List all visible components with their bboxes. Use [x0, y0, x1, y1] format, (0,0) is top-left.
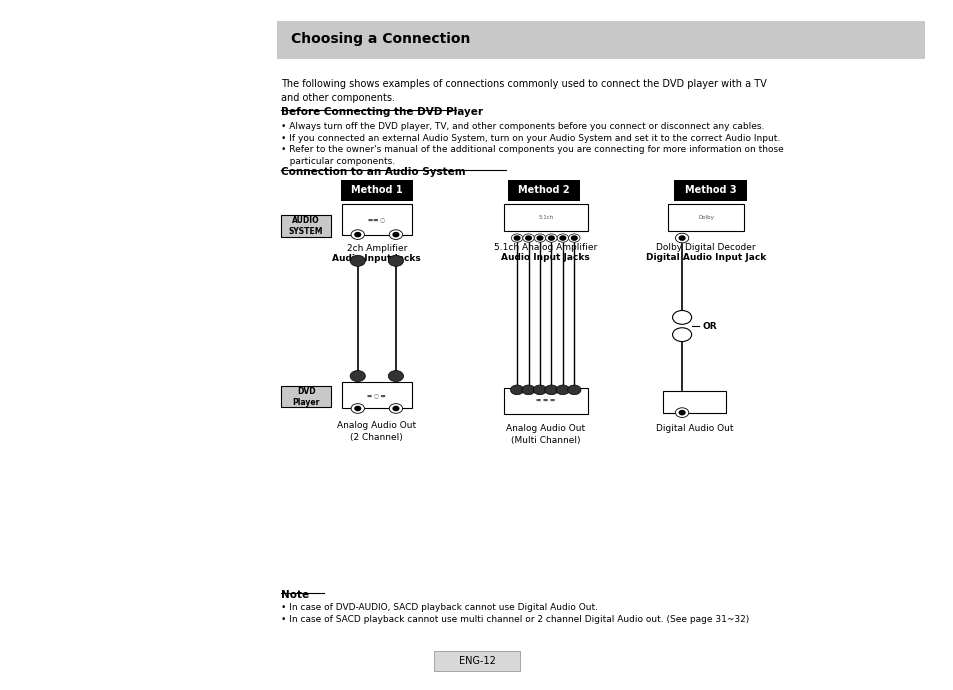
- Text: • In case of SACD playback cannot use multi channel or 2 channel Digital Audio o: • In case of SACD playback cannot use mu…: [281, 615, 749, 624]
- Circle shape: [534, 234, 545, 242]
- FancyBboxPatch shape: [503, 204, 587, 231]
- Circle shape: [525, 236, 531, 240]
- Text: Analog Audio Out
(2 Channel): Analog Audio Out (2 Channel): [337, 421, 416, 442]
- Circle shape: [571, 236, 577, 240]
- Circle shape: [393, 233, 398, 237]
- Circle shape: [511, 234, 522, 242]
- Circle shape: [567, 385, 580, 395]
- Text: Analog Audio Out
(Multi Channel): Analog Audio Out (Multi Channel): [506, 424, 584, 445]
- Circle shape: [537, 236, 542, 240]
- Text: Choosing a Connection: Choosing a Connection: [291, 32, 470, 46]
- Text: Audio Input Jacks: Audio Input Jacks: [500, 253, 590, 262]
- Circle shape: [521, 385, 535, 395]
- Circle shape: [393, 406, 398, 411]
- Text: ▬ ○ ▬: ▬ ○ ▬: [367, 393, 386, 398]
- Circle shape: [351, 230, 364, 239]
- Text: ▬ ▬ ▬: ▬ ▬ ▬: [536, 398, 555, 404]
- Circle shape: [522, 234, 534, 242]
- Circle shape: [672, 310, 691, 324]
- Circle shape: [568, 234, 579, 242]
- Circle shape: [548, 236, 554, 240]
- FancyBboxPatch shape: [507, 180, 579, 201]
- Text: 5.1ch Analog Amplifier: 5.1ch Analog Amplifier: [494, 243, 597, 252]
- Text: Note: Note: [281, 590, 309, 600]
- FancyBboxPatch shape: [503, 388, 587, 414]
- FancyBboxPatch shape: [341, 382, 412, 408]
- Circle shape: [355, 233, 360, 237]
- Circle shape: [556, 385, 569, 395]
- Circle shape: [389, 404, 402, 413]
- FancyBboxPatch shape: [281, 386, 331, 407]
- Text: • If you connected an external Audio System, turn on your Audio System and set i: • If you connected an external Audio Sys…: [281, 134, 780, 143]
- Text: Audio Input Jacks: Audio Input Jacks: [332, 254, 421, 263]
- Text: • In case of DVD-AUDIO, SACD playback cannot use Digital Audio Out.: • In case of DVD-AUDIO, SACD playback ca…: [281, 603, 598, 612]
- Text: Before Connecting the DVD Player: Before Connecting the DVD Player: [281, 107, 483, 117]
- FancyBboxPatch shape: [434, 651, 519, 671]
- Circle shape: [388, 371, 403, 382]
- Text: OR: OR: [701, 322, 716, 331]
- Circle shape: [672, 328, 691, 342]
- Circle shape: [350, 255, 365, 266]
- Circle shape: [675, 408, 688, 417]
- Text: Connection to an Audio System: Connection to an Audio System: [281, 167, 466, 177]
- Text: ▬▬ ○: ▬▬ ○: [368, 217, 385, 222]
- Circle shape: [679, 236, 684, 240]
- Text: 2ch Amplifier: 2ch Amplifier: [346, 244, 407, 253]
- Text: 5.1ch: 5.1ch: [537, 215, 553, 220]
- FancyBboxPatch shape: [276, 21, 924, 59]
- FancyBboxPatch shape: [341, 204, 412, 235]
- Circle shape: [351, 404, 364, 413]
- Text: Digital Audio Input Jack: Digital Audio Input Jack: [645, 253, 765, 262]
- Text: Method 3: Method 3: [684, 186, 736, 195]
- FancyBboxPatch shape: [662, 391, 725, 413]
- Text: AUDIO
SYSTEM: AUDIO SYSTEM: [289, 216, 323, 237]
- Circle shape: [675, 233, 688, 243]
- FancyBboxPatch shape: [281, 215, 331, 237]
- Circle shape: [533, 385, 546, 395]
- Text: ENG-12: ENG-12: [458, 656, 495, 666]
- Circle shape: [510, 385, 523, 395]
- Text: Method 2: Method 2: [517, 186, 569, 195]
- Circle shape: [557, 234, 568, 242]
- Circle shape: [545, 234, 557, 242]
- Circle shape: [350, 371, 365, 382]
- Text: Dolby Digital Decoder: Dolby Digital Decoder: [656, 243, 755, 252]
- Text: The following shows examples of connections commonly used to connect the DVD pla: The following shows examples of connecti…: [281, 79, 766, 104]
- Circle shape: [544, 385, 558, 395]
- Text: DVD
Player: DVD Player: [293, 386, 319, 407]
- FancyBboxPatch shape: [667, 204, 743, 231]
- Text: Method 1: Method 1: [351, 186, 402, 195]
- Circle shape: [388, 255, 403, 266]
- FancyBboxPatch shape: [340, 180, 413, 201]
- Circle shape: [514, 236, 519, 240]
- Text: Dolby: Dolby: [698, 215, 713, 220]
- FancyBboxPatch shape: [674, 180, 746, 201]
- Text: • Refer to the owner's manual of the additional components you are connecting fo: • Refer to the owner's manual of the add…: [281, 145, 783, 166]
- Circle shape: [389, 230, 402, 239]
- Circle shape: [679, 411, 684, 415]
- Text: • Always turn off the DVD player, TV, and other components before you connect or: • Always turn off the DVD player, TV, an…: [281, 122, 764, 131]
- Circle shape: [355, 406, 360, 411]
- Circle shape: [559, 236, 565, 240]
- Text: Digital Audio Out: Digital Audio Out: [655, 424, 733, 433]
